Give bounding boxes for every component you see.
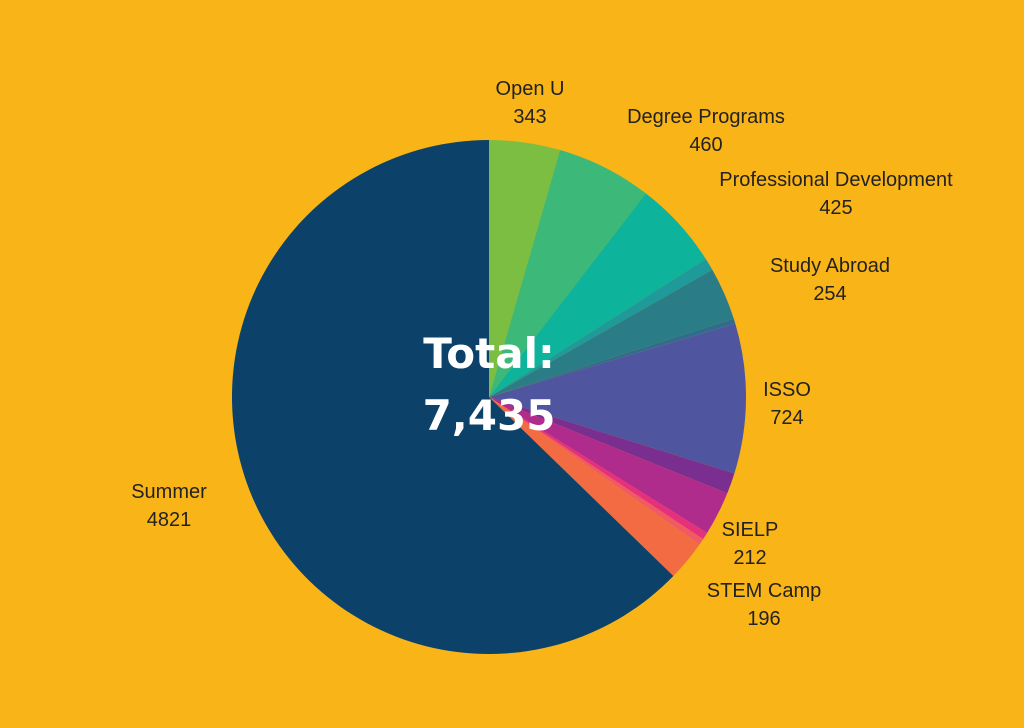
- slice-name-label: ISSO: [763, 379, 811, 401]
- slice-value-label: 724: [770, 407, 803, 429]
- slice-name-label: STEM Camp: [707, 580, 821, 602]
- slice-name-label: Open U: [496, 78, 565, 100]
- slice-name-label: Summer: [131, 481, 207, 503]
- slice-name-label: Professional Development: [719, 169, 953, 191]
- slice-value-label: 343: [513, 106, 546, 128]
- pie-slice-isso: [489, 323, 747, 474]
- pie-slice-professional-development: [489, 193, 706, 397]
- center-total-value: 7,435: [423, 391, 556, 440]
- pie-slice-open-u: [489, 140, 561, 397]
- pie-slice-unlabeled-7: [489, 397, 735, 494]
- pie-slice-unlabeled-10: [489, 397, 704, 545]
- slice-name-label: Study Abroad: [770, 255, 890, 277]
- pie-slice-degree-programs: [489, 150, 646, 397]
- pie-slice-unlabeled-5: [489, 318, 736, 397]
- pie-slices: [231, 139, 747, 655]
- slice-value-label: 460: [689, 134, 722, 156]
- slice-value-label: 4821: [147, 509, 192, 531]
- pie-slice-stem-camp: [489, 397, 700, 577]
- slice-value-label: 254: [813, 283, 846, 305]
- pie-slice-unlabeled-9: [489, 397, 708, 540]
- slice-labels: Open U 343 Degree Programs 460 Professional …: [131, 78, 953, 630]
- pie-slice-summer: [231, 139, 674, 655]
- slice-name-label: SIELP: [722, 519, 779, 541]
- pie-slice-unlabeled-3: [489, 259, 713, 397]
- center-total: Total: 7,435: [423, 329, 556, 440]
- center-total-label: Total:: [423, 329, 555, 378]
- slice-value-label: 196: [747, 608, 780, 630]
- slice-name-label: Degree Programs: [627, 106, 785, 128]
- slice-value-label: 212: [733, 547, 766, 569]
- pie-slice-sielp: [489, 397, 728, 533]
- slice-value-label: 425: [819, 197, 852, 219]
- pie-slice-study-abroad: [489, 269, 734, 397]
